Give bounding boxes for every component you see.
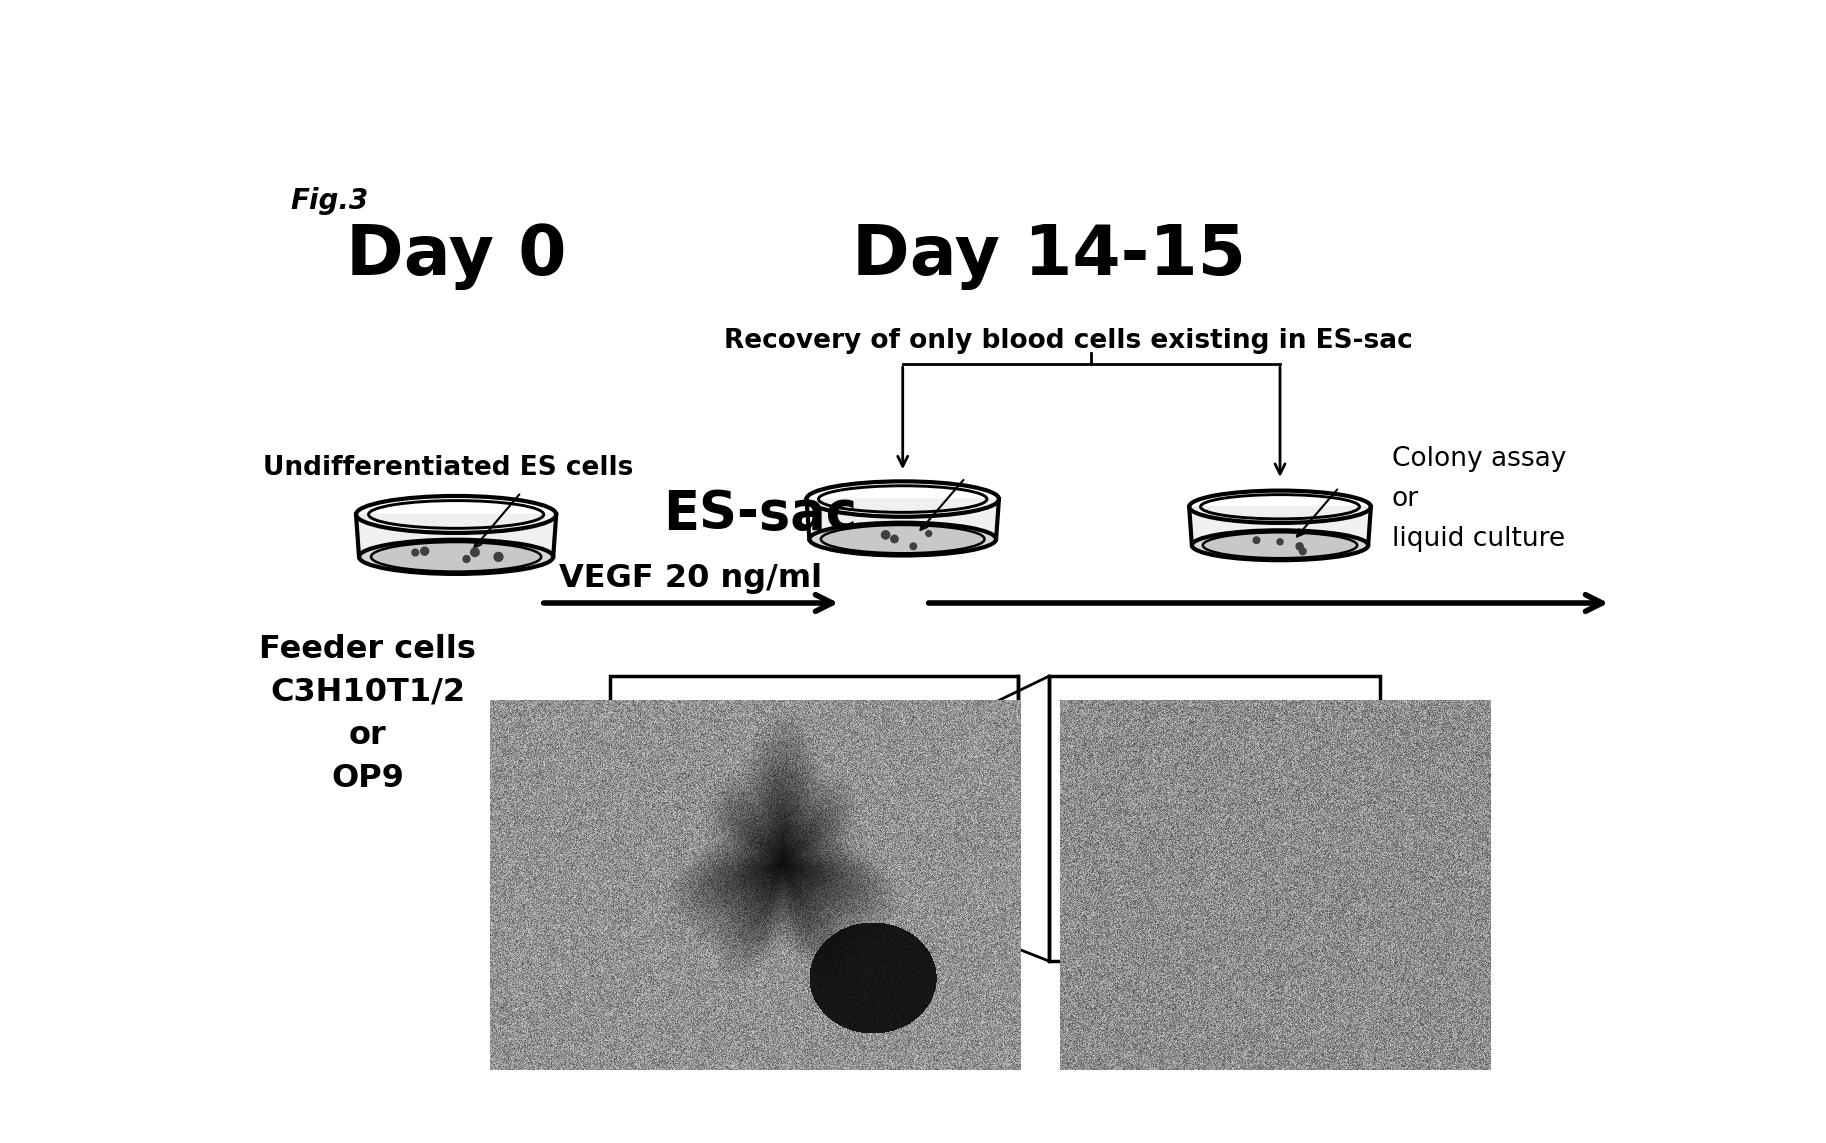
Text: Fig.3: Fig.3: [290, 187, 369, 215]
Circle shape: [1300, 547, 1306, 554]
Circle shape: [926, 530, 931, 536]
Ellipse shape: [822, 525, 984, 553]
Ellipse shape: [1192, 530, 1368, 560]
Text: Day 14-15: Day 14-15: [853, 223, 1245, 290]
Bar: [610, 677, 1019, 961]
Ellipse shape: [360, 539, 553, 574]
Polygon shape: [807, 499, 999, 539]
Text: Feeder cells
C3H10T1/2
or
OP9: Feeder cells C3H10T1/2 or OP9: [259, 634, 477, 793]
Bar: [725, 810, 772, 853]
Circle shape: [495, 552, 502, 561]
Circle shape: [891, 535, 898, 543]
Circle shape: [464, 555, 469, 562]
Ellipse shape: [809, 522, 995, 555]
Text: Day 0: Day 0: [345, 223, 566, 290]
Circle shape: [882, 530, 889, 539]
Text: Colony assay
or
liquid culture: Colony assay or liquid culture: [1391, 446, 1567, 552]
Ellipse shape: [1203, 533, 1357, 558]
Circle shape: [420, 547, 429, 555]
Text: Recovery of only blood cells existing in ES-sac: Recovery of only blood cells existing in…: [723, 328, 1413, 354]
Polygon shape: [1019, 677, 1048, 961]
Polygon shape: [356, 514, 557, 557]
Polygon shape: [1189, 506, 1371, 545]
Ellipse shape: [371, 542, 540, 572]
Text: Undifferentiated ES cells: Undifferentiated ES cells: [263, 455, 634, 481]
Circle shape: [909, 543, 917, 550]
Bar: [1048, 677, 1380, 961]
Circle shape: [1276, 538, 1284, 545]
Text: ES-sac: ES-sac: [663, 488, 856, 541]
Text: VEGF 20 ng/ml: VEGF 20 ng/ml: [559, 562, 822, 594]
Circle shape: [413, 549, 418, 555]
Circle shape: [1296, 543, 1304, 550]
Circle shape: [471, 547, 478, 557]
Circle shape: [1253, 537, 1260, 544]
